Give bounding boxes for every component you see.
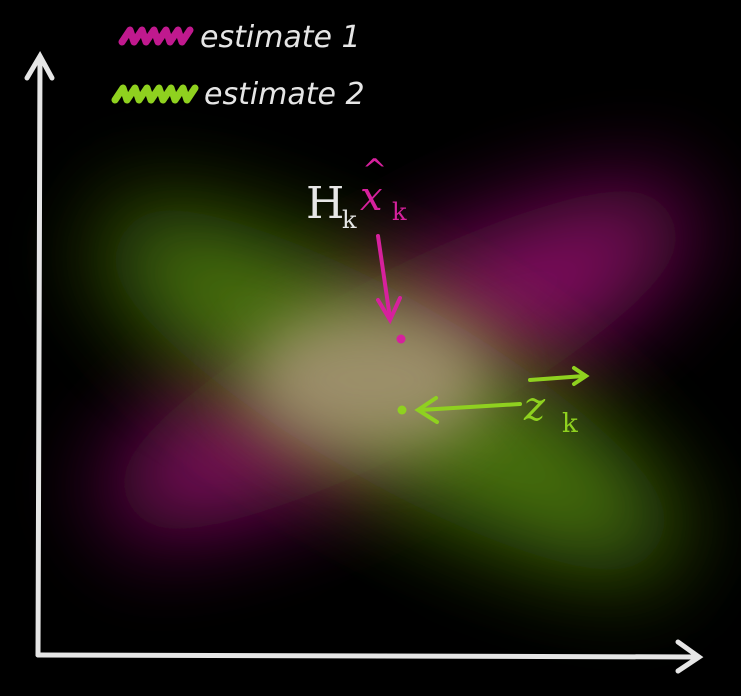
vector-arrow-icon xyxy=(528,366,590,386)
label-h: H xyxy=(306,178,344,229)
label-x: x xyxy=(360,174,383,220)
x-axis xyxy=(35,639,704,674)
legend-item-estimate-2: estimate 2 xyxy=(111,77,365,112)
hat-accent: ^ xyxy=(362,153,387,188)
arrowhead-up-icon xyxy=(24,50,55,81)
left-arrow-icon xyxy=(414,396,522,424)
arrowhead-right-icon xyxy=(675,639,704,674)
legend-item-estimate-1: estimate 1 xyxy=(118,20,361,55)
label-h-subscript: k xyxy=(342,206,357,234)
legend-label-estimate-2: estimate 2 xyxy=(204,77,365,112)
overlap-region xyxy=(250,310,490,450)
scribble-swatch-icon xyxy=(111,84,199,104)
scribble-swatch-icon xyxy=(118,26,194,46)
down-arrow-icon xyxy=(376,234,402,325)
legend-label-estimate-1: estimate 1 xyxy=(200,20,361,55)
label-z-subscript: k xyxy=(562,409,578,439)
predicted-point xyxy=(396,334,406,344)
label-x-subscript: k xyxy=(392,198,407,226)
y-axis xyxy=(24,50,55,658)
predicted-measurement-annotation: H k ^ x k xyxy=(306,153,407,344)
label-z: z xyxy=(523,384,546,430)
measurement-annotation: z k xyxy=(397,366,590,439)
measurement-point xyxy=(397,405,407,415)
legend: estimate 1 estimate 2 xyxy=(111,20,365,112)
